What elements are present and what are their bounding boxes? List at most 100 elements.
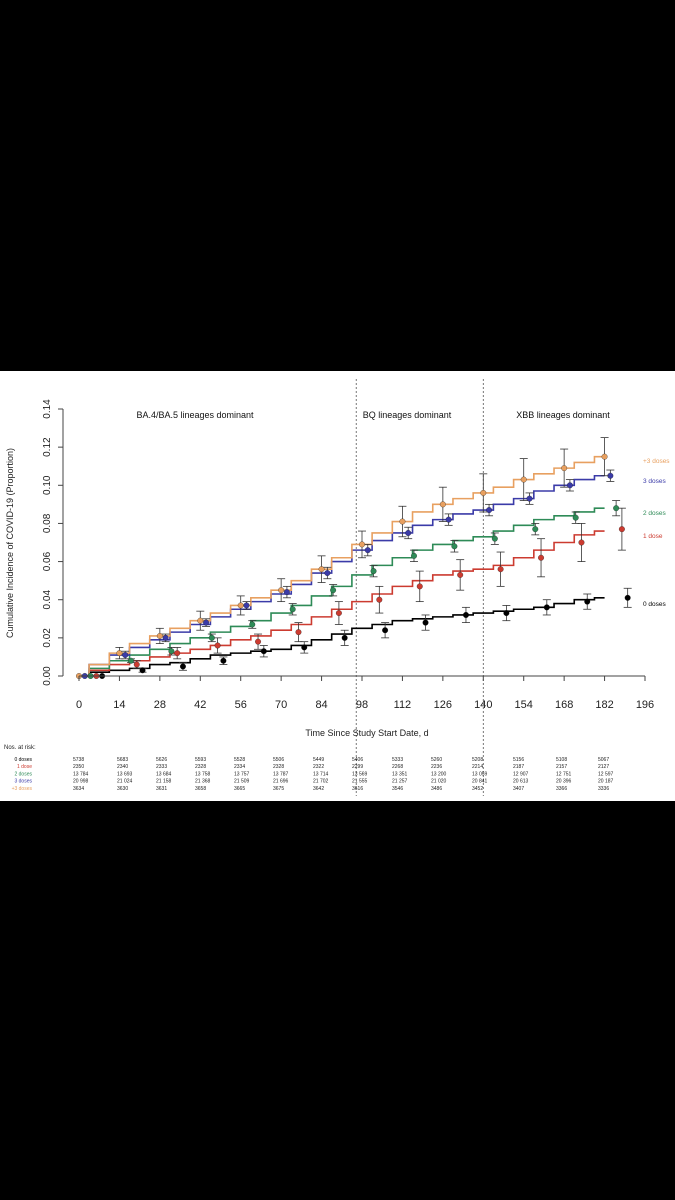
- x-tick-label: 154: [515, 699, 533, 711]
- data-point: [122, 652, 129, 658]
- risk-cell: 13 714: [313, 771, 329, 777]
- data-point: [578, 539, 585, 546]
- risk-cell: 3630: [117, 786, 128, 792]
- series-line: [79, 507, 605, 677]
- data-point: [128, 657, 134, 664]
- risk-cell: 3642: [313, 786, 324, 792]
- risk-cell: 20 613: [513, 779, 529, 785]
- risk-cell: 21 024: [117, 779, 133, 785]
- risk-cell: 3366: [556, 786, 567, 792]
- series-end-label: 3 doses: [643, 478, 667, 485]
- data-point: [243, 602, 250, 609]
- data-point: [318, 566, 325, 573]
- data-point: [116, 650, 123, 657]
- data-point: [405, 530, 412, 536]
- x-tick-label: 28: [154, 699, 166, 711]
- data-point: [624, 594, 631, 601]
- risk-cell: 3336: [598, 786, 609, 792]
- risk-cell: 5333: [392, 757, 403, 763]
- data-point: [497, 566, 504, 573]
- data-point: [463, 612, 469, 618]
- series-line: [79, 597, 605, 677]
- series-end-label: 2 doses: [643, 510, 667, 517]
- risk-cell: 13 758: [195, 771, 211, 777]
- risk-cell: 2236: [431, 764, 442, 770]
- data-point: [439, 501, 446, 508]
- risk-cell: 3658: [195, 786, 206, 792]
- data-point: [364, 547, 371, 554]
- risk-cell: 5449: [313, 757, 324, 763]
- risk-cell: 21 696: [273, 779, 289, 785]
- x-tick-label: 182: [595, 699, 613, 711]
- risk-cell: 13 784: [73, 771, 89, 777]
- series-end-label: +3 doses: [643, 458, 670, 465]
- risk-table-header: Nos. at risk:: [4, 745, 36, 751]
- risk-cell: 3631: [156, 786, 167, 792]
- data-point: [613, 505, 620, 512]
- risk-cell: 3452: [472, 786, 483, 792]
- data-point: [359, 541, 365, 548]
- data-point: [260, 648, 267, 655]
- risk-cell: 5208: [472, 757, 483, 763]
- data-point: [249, 621, 256, 628]
- data-point: [416, 583, 423, 590]
- risk-cell: 12 597: [598, 771, 614, 777]
- risk-cell: 3665: [234, 786, 245, 792]
- data-point: [451, 543, 458, 550]
- x-tick-label: 140: [474, 699, 492, 711]
- y-tick-label: 0.00: [42, 666, 53, 686]
- risk-cell: 2127: [598, 764, 609, 770]
- x-tick-label: 98: [356, 699, 368, 711]
- data-point: [411, 552, 417, 559]
- risk-cell: 2334: [234, 764, 245, 770]
- risk-cell: 5593: [195, 757, 206, 763]
- data-point: [584, 598, 591, 605]
- data-point: [156, 633, 163, 639]
- risk-cell: 5260: [431, 757, 442, 763]
- risk-cell: 13 787: [273, 771, 289, 777]
- data-point: [208, 634, 215, 641]
- risk-row-label: 1 dose: [17, 764, 32, 770]
- risk-cell: 3675: [273, 786, 284, 792]
- risk-cell: 2328: [195, 764, 206, 770]
- risk-cell: 13 693: [117, 771, 133, 777]
- risk-cell: 2214: [472, 764, 483, 770]
- data-point: [162, 634, 169, 641]
- risk-row-label: 0 doses: [14, 757, 32, 763]
- data-point: [220, 657, 227, 664]
- risk-cell: 2268: [392, 764, 403, 770]
- data-point: [330, 587, 337, 594]
- series-end-label: 1 dose: [643, 533, 663, 540]
- risk-cell: 2340: [117, 764, 128, 770]
- x-tick-label: 70: [275, 699, 287, 711]
- y-tick-label: 0.08: [42, 513, 53, 533]
- risk-cell: 5738: [73, 757, 84, 763]
- risk-cell: 2187: [513, 764, 524, 770]
- risk-cell: 20 841: [472, 779, 488, 785]
- risk-cell: 2328: [273, 764, 284, 770]
- risk-cell: 12 907: [513, 771, 529, 777]
- x-tick-label: 0: [76, 699, 82, 711]
- data-point: [532, 526, 539, 533]
- data-point: [561, 465, 568, 472]
- x-tick-label: 56: [235, 699, 247, 711]
- data-point: [445, 516, 452, 523]
- data-point: [341, 634, 348, 641]
- risk-cell: 13 351: [392, 771, 408, 777]
- risk-cell: 5156: [513, 757, 524, 763]
- data-point: [324, 570, 331, 576]
- risk-row-label: +3 doses: [12, 786, 33, 792]
- risk-cell: 12 751: [556, 771, 572, 777]
- data-point: [601, 453, 608, 460]
- data-point: [566, 482, 573, 489]
- data-point: [139, 667, 146, 674]
- series-line: [79, 474, 605, 677]
- data-point: [174, 650, 181, 657]
- data-point: [255, 638, 261, 645]
- risk-cell: 3486: [431, 786, 442, 792]
- y-tick-label: 0.12: [42, 437, 53, 457]
- y-axis-title: Cumulative Incidence of COVID-19 (Propor…: [5, 448, 15, 638]
- data-point: [370, 568, 377, 575]
- risk-cell: 13 569: [352, 771, 368, 777]
- data-point: [278, 587, 285, 594]
